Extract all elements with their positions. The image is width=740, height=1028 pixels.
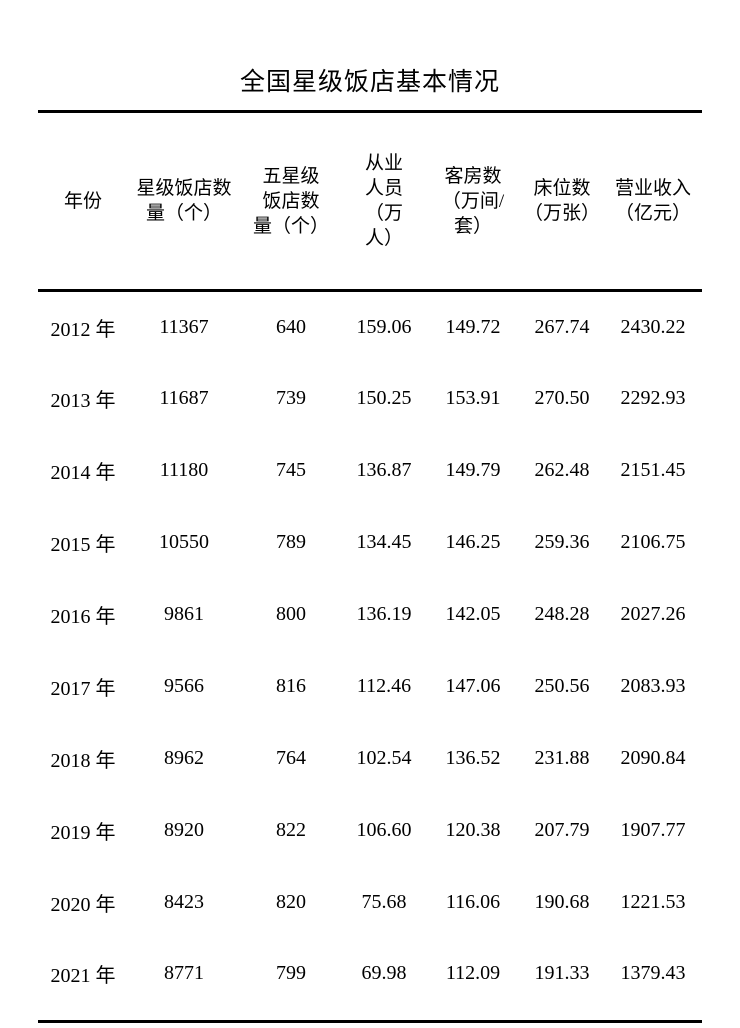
value-cell: 248.28 (534, 603, 590, 625)
value-cell: 150.25 (356, 387, 412, 409)
value-cell: 153.91 (445, 387, 501, 409)
year-cell: 2019 年 (50, 822, 116, 844)
page-title: 全国星级饭店基本情况 (239, 69, 500, 96)
value-cell: 259.36 (534, 531, 590, 553)
value-cell: 231.88 (534, 747, 590, 769)
header-five-star: 五星级 饭店数 量（个） (240, 111, 342, 292)
year-cell: 2012 年 (50, 318, 116, 341)
value-cell: 11180 (159, 459, 209, 481)
year-cell: 2021 年 (50, 965, 116, 988)
value-cell: 190.68 (534, 891, 590, 913)
table-row: 2012 年 11367 640 159.06 149.72 267.74 2430.22 (38, 291, 702, 363)
value-cell: 2027.26 (620, 603, 686, 625)
header-star-hotels: 星级饭店数 量（个） (128, 111, 240, 292)
value-cell: 2083.93 (620, 675, 686, 697)
value-cell: 822 (276, 819, 306, 841)
year-cell: 2016 年 (50, 606, 116, 628)
value-cell: 9861 (164, 603, 204, 625)
value-cell: 739 (276, 387, 306, 409)
value-cell: 8962 (164, 747, 204, 769)
table-row: 2020 年 8423 820 75.68 116.06 190.68 1221.53 (38, 867, 702, 939)
table-row: 2019 年 8920 822 106.60 120.38 207.79 1907.77 (38, 795, 702, 867)
value-cell: 120.38 (445, 819, 501, 841)
year-cell: 2015 年 (50, 534, 116, 556)
value-cell: 159.06 (356, 315, 412, 338)
table-row: 2015 年 10550 789 134.45 146.25 259.36 2106.75 (38, 507, 702, 579)
value-cell: 8920 (164, 819, 204, 841)
header-employees: 从业 人员 （万 人） (342, 111, 426, 292)
value-cell: 75.68 (361, 891, 407, 913)
header-row: 年份 星级饭店数 量（个） 五星级 饭店数 量（个） 从业 人员 （万 人） 客… (38, 111, 702, 292)
value-cell: 112.09 (445, 962, 501, 985)
table-row: 2021 年 8771 799 69.98 112.09 191.33 1379.43 (38, 939, 702, 1022)
hotel-stats-table: 年份 星级饭店数 量（个） 五星级 饭店数 量（个） 从业 人员 （万 人） 客… (38, 110, 702, 1023)
header-revenue: 营业收入 （亿元） (604, 111, 702, 292)
value-cell: 640 (276, 315, 306, 338)
value-cell: 136.52 (445, 747, 501, 769)
value-cell: 69.98 (361, 962, 407, 985)
header-year: 年份 (38, 111, 128, 292)
value-cell: 207.79 (534, 819, 590, 841)
table-row: 2013 年 11687 739 150.25 153.91 270.50 2292.93 (38, 363, 702, 435)
value-cell: 816 (276, 675, 306, 697)
value-cell: 1379.43 (620, 962, 686, 985)
value-cell: 2090.84 (620, 747, 686, 769)
table-row: 2017 年 9566 816 112.46 147.06 250.56 2083.93 (38, 651, 702, 723)
value-cell: 11367 (159, 315, 209, 338)
header-rooms: 客房数 （万间/ 套） (426, 111, 520, 292)
value-cell: 147.06 (445, 675, 501, 697)
value-cell: 1221.53 (620, 891, 686, 913)
value-cell: 191.33 (534, 962, 590, 985)
value-cell: 2430.22 (620, 315, 686, 338)
value-cell: 149.72 (445, 315, 501, 338)
year-cell: 2014 年 (50, 462, 116, 484)
header-beds: 床位数 （万张） (520, 111, 604, 292)
value-cell: 10550 (159, 531, 209, 553)
value-cell: 116.06 (445, 891, 501, 913)
value-cell: 799 (276, 962, 306, 985)
table-row: 2018 年 8962 764 102.54 136.52 231.88 2090.84 (38, 723, 702, 795)
value-cell: 800 (276, 603, 306, 625)
year-cell: 2018 年 (50, 750, 116, 772)
year-cell: 2020 年 (50, 894, 116, 916)
value-cell: 112.46 (356, 675, 412, 697)
value-cell: 270.50 (534, 387, 590, 409)
value-cell: 8423 (164, 891, 204, 913)
table-row: 2016 年 9861 800 136.19 142.05 248.28 2027.26 (38, 579, 702, 651)
table-body: 2012 年 11367 640 159.06 149.72 267.74 2430.22 2… (38, 291, 702, 1022)
value-cell: 2151.45 (620, 459, 686, 481)
value-cell: 2106.75 (620, 531, 686, 553)
value-cell: 262.48 (534, 459, 590, 481)
table-row: 2014 年 11180 745 136.87 149.79 262.48 2151.45 (38, 435, 702, 507)
value-cell: 820 (276, 891, 306, 913)
year-cell: 2013 年 (50, 390, 116, 412)
value-cell: 136.87 (356, 459, 412, 481)
value-cell: 149.79 (445, 459, 501, 481)
value-cell: 142.05 (445, 603, 501, 625)
value-cell: 8771 (164, 962, 204, 985)
value-cell: 9566 (164, 675, 204, 697)
value-cell: 11687 (159, 387, 209, 409)
value-cell: 136.19 (356, 603, 412, 625)
value-cell: 764 (276, 747, 306, 769)
value-cell: 745 (276, 459, 306, 481)
value-cell: 1907.77 (620, 819, 686, 841)
year-cell: 2017 年 (50, 678, 116, 700)
value-cell: 250.56 (534, 675, 590, 697)
value-cell: 267.74 (534, 315, 590, 338)
value-cell: 789 (276, 531, 306, 553)
value-cell: 102.54 (356, 747, 412, 769)
value-cell: 106.60 (356, 819, 412, 841)
value-cell: 146.25 (445, 531, 501, 553)
value-cell: 134.45 (356, 531, 412, 553)
value-cell: 2292.93 (620, 387, 686, 409)
